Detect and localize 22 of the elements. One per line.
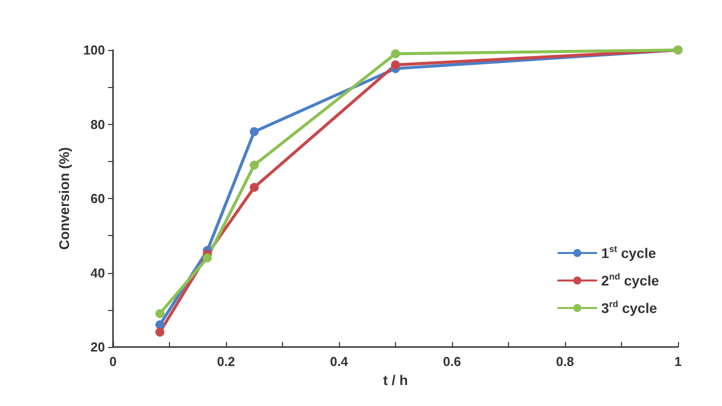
y-tick-label: 20 [90, 340, 105, 354]
point [155, 320, 164, 330]
y-tick-label: 60 [90, 191, 105, 206]
y-axis-title: Conversion (%) [56, 147, 72, 250]
point [250, 127, 259, 136]
point [155, 328, 164, 337]
point [202, 253, 212, 262]
x-tick-label: 0.4 [330, 354, 349, 369]
x-tick-label: 0.8 [556, 354, 574, 369]
x-tick-label: 0.2 [216, 354, 236, 369]
point [155, 309, 164, 318]
x-axis-title: t / h [383, 372, 408, 388]
x-tick-label: 0 [109, 354, 117, 369]
y-tick-label: 100 [83, 42, 105, 58]
point [391, 49, 400, 58]
x-tick-label: 1 [674, 354, 682, 369]
x-tick-label: 0.6 [442, 354, 462, 369]
point [250, 160, 259, 170]
y-tick-label: 80 [90, 116, 105, 132]
point [391, 60, 400, 70]
y-tick-label: 40 [90, 265, 105, 280]
point [250, 182, 259, 192]
